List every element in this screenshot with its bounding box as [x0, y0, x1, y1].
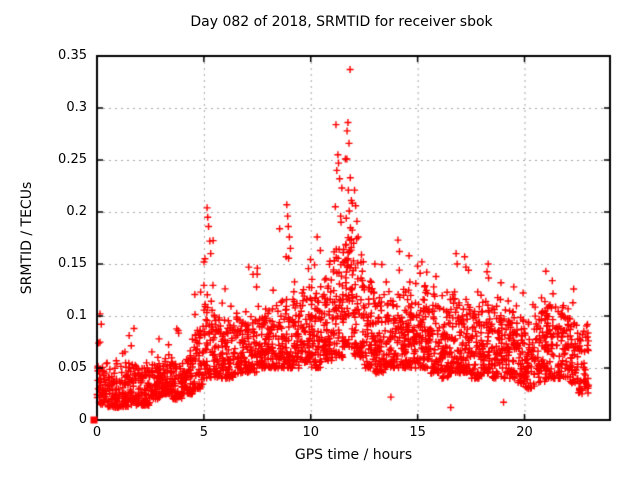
- x-tick-label: 15: [409, 425, 426, 440]
- y-tick-label: 0.15: [58, 256, 87, 271]
- x-axis-title: GPS time / hours: [294, 447, 413, 463]
- y-tick-label: 0.05: [58, 360, 87, 375]
- x-tick-label: 10: [302, 425, 320, 440]
- y-tick-label: 0: [78, 412, 87, 427]
- y-tick-label: 0.25: [58, 152, 87, 167]
- y-tick-label: 0.35: [58, 48, 87, 63]
- y-tick-label: 0.2: [66, 204, 87, 219]
- chart-title: Day 082 of 2018, SRMTID for receiver sbo…: [190, 14, 493, 30]
- x-tick-label: 0: [92, 425, 102, 440]
- y-tick-label: 0.1: [66, 308, 87, 323]
- y-tick-label: 0.3: [66, 100, 87, 115]
- y-axis-title: SRMTID / TECUs: [19, 181, 35, 295]
- x-tick-label: 20: [516, 425, 533, 440]
- x-tick-label: 5: [199, 425, 209, 440]
